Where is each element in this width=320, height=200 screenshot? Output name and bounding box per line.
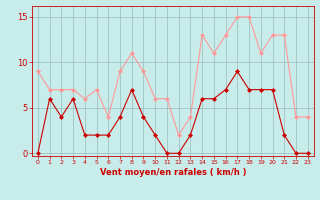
- X-axis label: Vent moyen/en rafales ( km/h ): Vent moyen/en rafales ( km/h ): [100, 168, 246, 177]
